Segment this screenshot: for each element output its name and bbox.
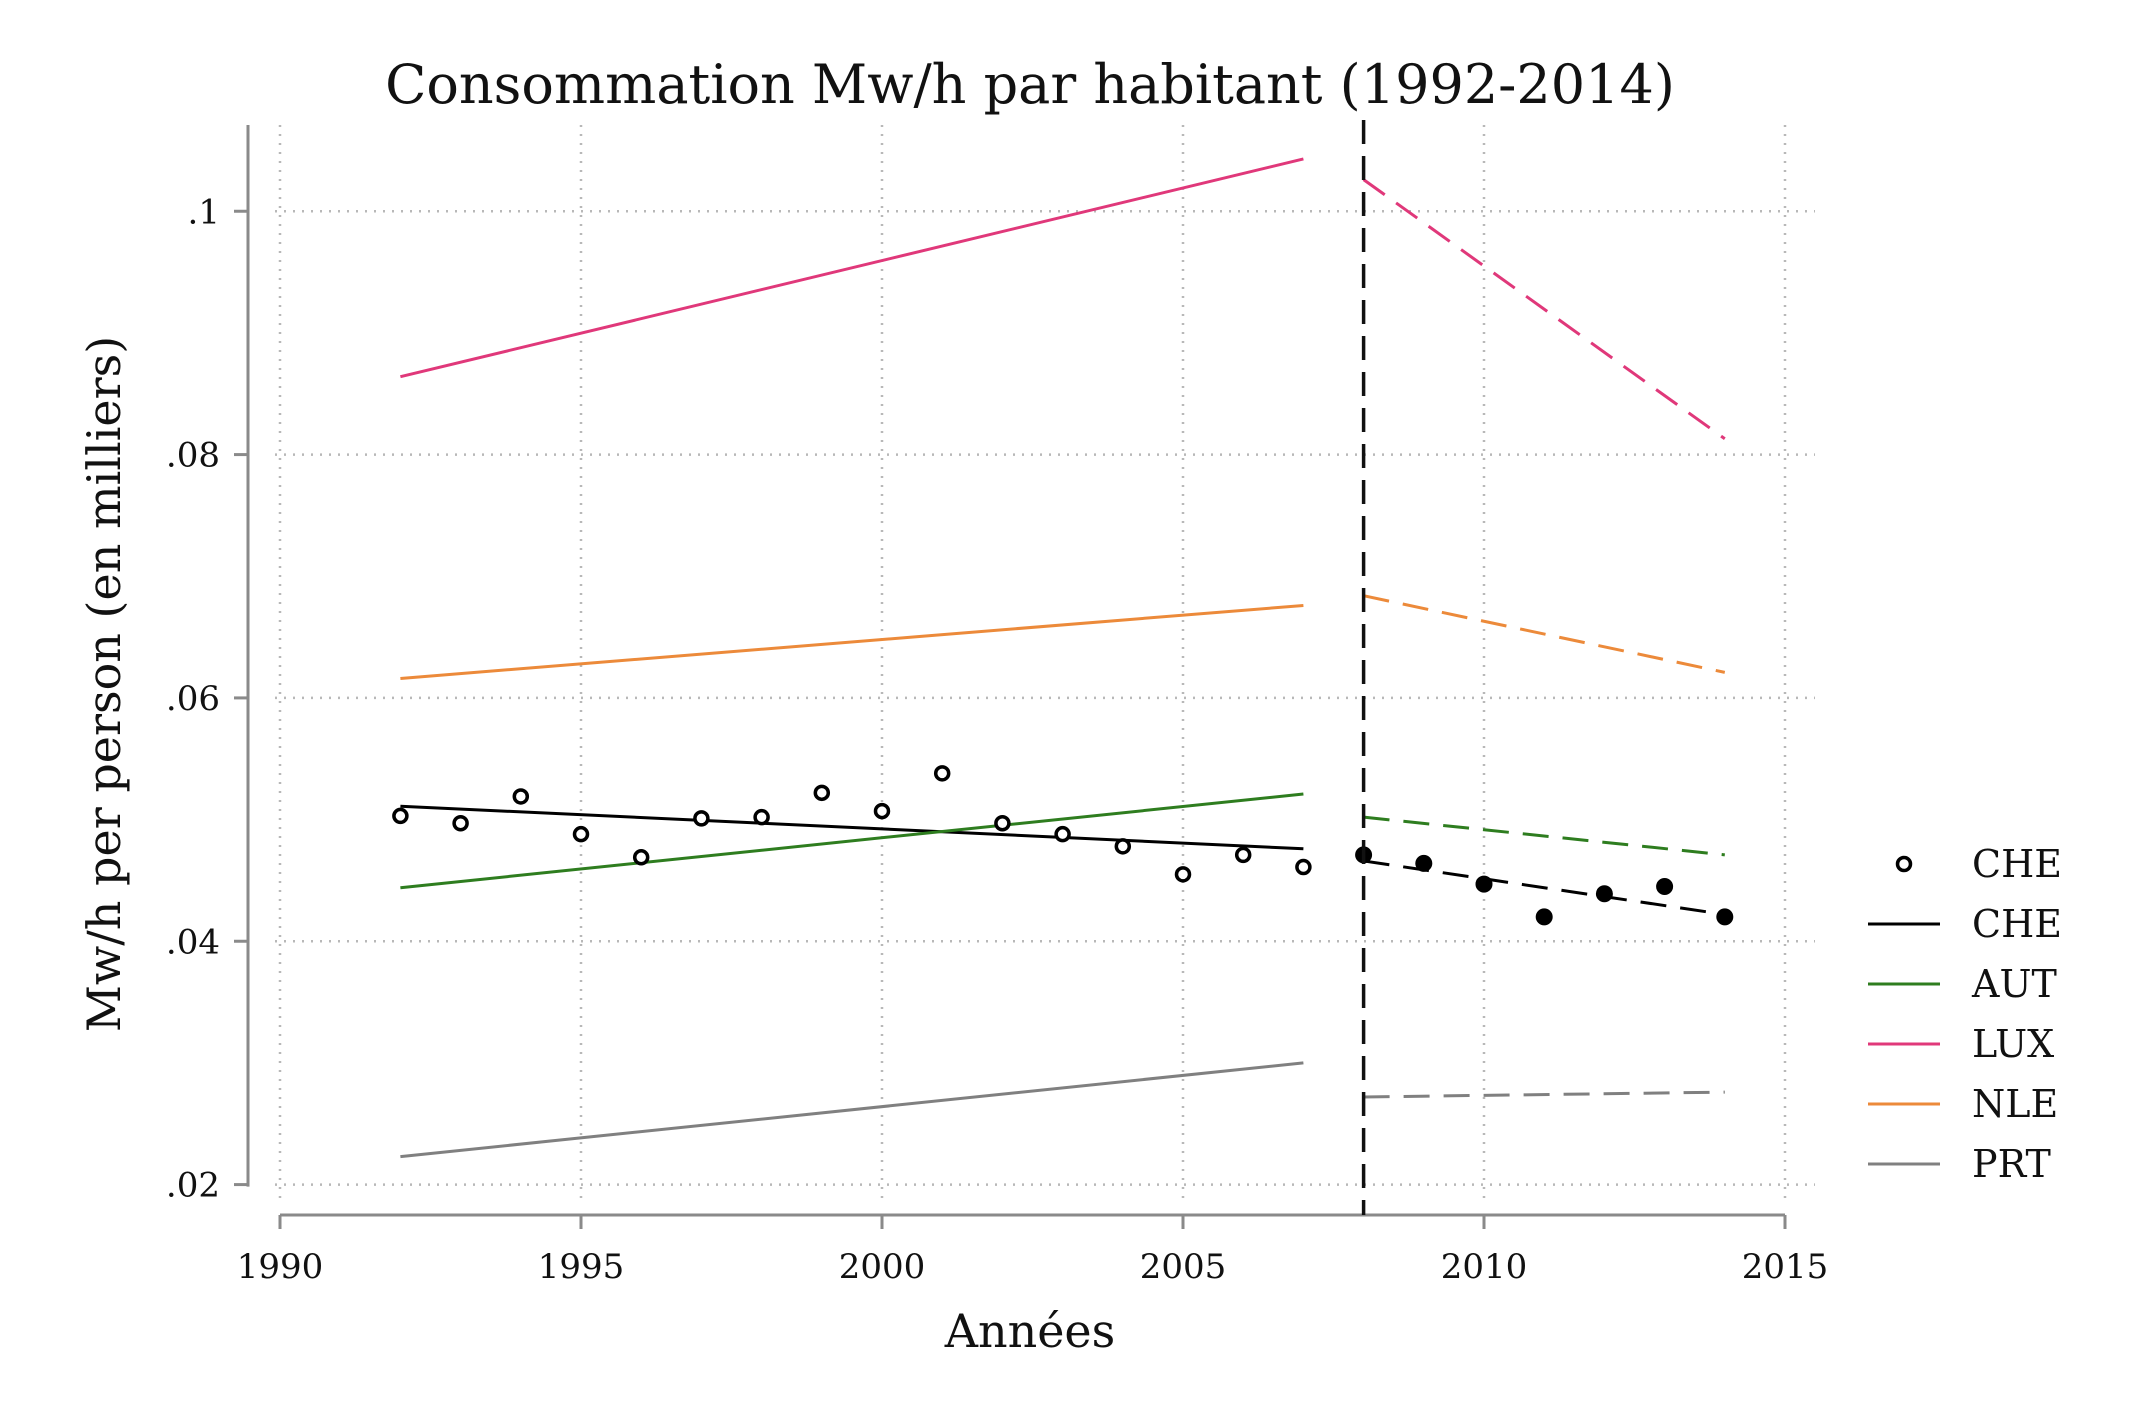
series-line-che-pre bbox=[400, 804, 1304, 851]
scatter-point bbox=[1054, 825, 1071, 843]
scatter-point bbox=[512, 788, 530, 805]
y-tick-label: .02 bbox=[166, 1166, 220, 1206]
series-line-lux-post bbox=[1362, 178, 1726, 440]
series-line-aut-pre bbox=[400, 792, 1304, 890]
series-line-aut-post bbox=[1363, 815, 1725, 857]
scatter-point bbox=[1415, 854, 1433, 872]
y-tick-label: .04 bbox=[166, 922, 220, 962]
legend-label: PRT bbox=[1972, 1142, 2051, 1186]
chart-title: Consommation Mw/h par habitant (1992-201… bbox=[385, 53, 1675, 116]
scatter-point bbox=[1535, 908, 1553, 926]
legend-label: CHE bbox=[1972, 842, 2062, 886]
x-tick-label: 2010 bbox=[1441, 1247, 1528, 1287]
y-tick-label: .1 bbox=[188, 192, 220, 232]
series-line-lux-pre bbox=[400, 157, 1304, 379]
series-line-nle-pre bbox=[400, 603, 1304, 680]
grid bbox=[275, 125, 1815, 1200]
scatter-point bbox=[933, 765, 951, 782]
scatter-point bbox=[452, 814, 469, 832]
legend-label: LUX bbox=[1972, 1022, 2054, 1066]
scatter-point bbox=[572, 825, 590, 843]
y-axis-title: Mw/h per person (en milliers) bbox=[77, 336, 131, 1032]
legend-marker-che bbox=[1895, 855, 1913, 873]
scatter-point bbox=[392, 807, 409, 825]
scatter-point bbox=[1234, 846, 1252, 864]
scatter-points bbox=[392, 765, 1734, 926]
series-line-prt-post bbox=[1363, 1090, 1725, 1099]
series-lines bbox=[400, 157, 1726, 1159]
legend-label: CHE bbox=[1972, 902, 2062, 946]
x-tick-label: 1995 bbox=[538, 1247, 625, 1287]
scatter-point bbox=[632, 849, 650, 866]
x-tick-label: 2000 bbox=[839, 1247, 926, 1287]
y-tick-label: .08 bbox=[166, 436, 220, 476]
series-line-nle-post bbox=[1363, 594, 1726, 674]
scatter-point bbox=[1174, 866, 1192, 883]
x-axis-title: Années bbox=[944, 1304, 1116, 1358]
scatter-point bbox=[1295, 858, 1312, 876]
scatter-point bbox=[693, 810, 710, 827]
scatter-point bbox=[1475, 875, 1493, 893]
scatter-point bbox=[1114, 838, 1132, 855]
x-axis: 1990 1995 2000 2005 2010 2015 bbox=[237, 1213, 1829, 1287]
y-tick-label: .06 bbox=[166, 679, 220, 719]
legend: CHE CHE AUT LUX NLE PRT bbox=[1868, 842, 2062, 1186]
x-tick-label: 1990 bbox=[237, 1247, 324, 1287]
legend-label: AUT bbox=[1971, 962, 2057, 1006]
series-line-prt-pre bbox=[400, 1061, 1304, 1159]
y-axis: .02 .04 .06 .08 .1 bbox=[166, 125, 250, 1206]
scatter-point bbox=[1595, 885, 1613, 903]
scatter-point bbox=[1656, 878, 1674, 895]
scatter-point bbox=[1716, 908, 1734, 926]
legend-label: NLE bbox=[1972, 1082, 2058, 1126]
scatter-point bbox=[994, 814, 1011, 832]
x-tick-label: 2005 bbox=[1140, 1247, 1227, 1287]
scatter-point bbox=[753, 808, 770, 826]
scatter-point bbox=[873, 802, 891, 820]
x-tick-label: 2015 bbox=[1742, 1247, 1829, 1287]
scatter-point bbox=[813, 784, 831, 802]
